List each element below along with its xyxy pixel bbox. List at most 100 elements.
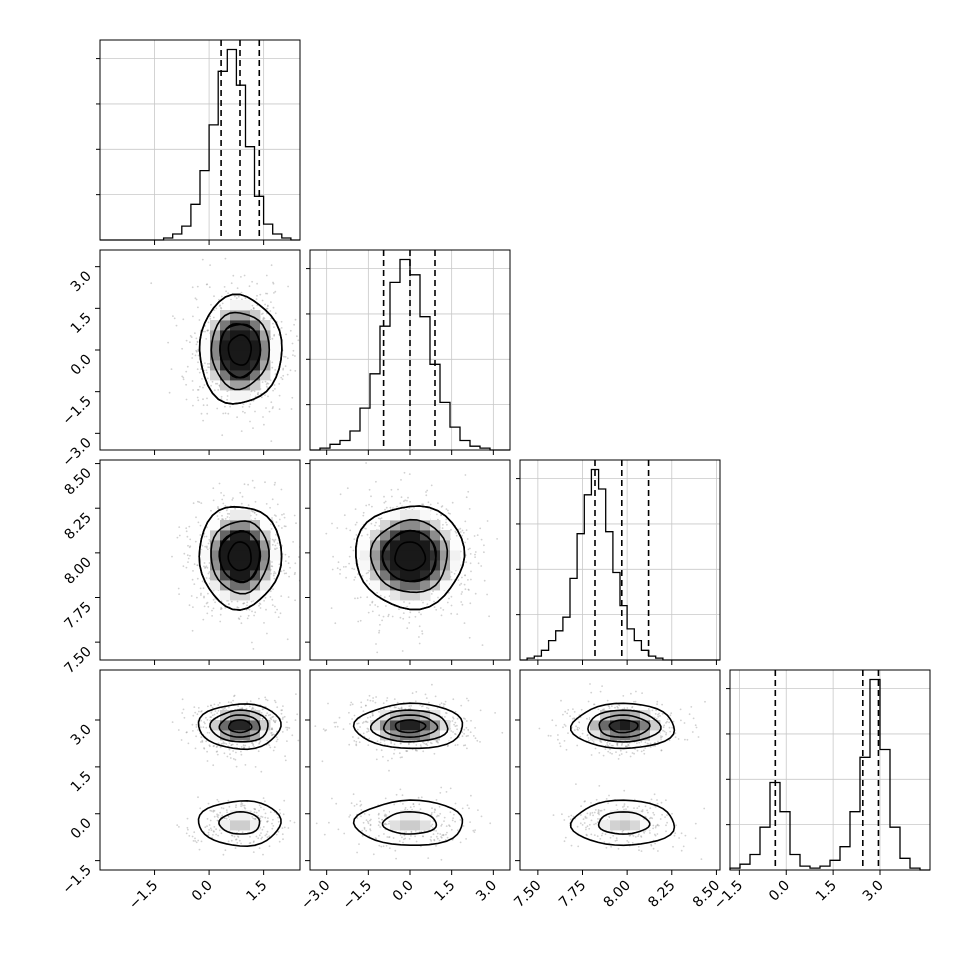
scatter-point: [280, 595, 283, 597]
scatter-point: [176, 824, 179, 826]
scatter-point: [361, 835, 364, 837]
scatter-point: [223, 742, 226, 745]
scatter-point: [207, 572, 210, 575]
contour-line: [218, 810, 261, 835]
scatter-point: [365, 572, 368, 575]
scatter-point: [282, 367, 285, 370]
scatter-point: [231, 499, 234, 501]
scatter-point: [450, 571, 453, 573]
scatter-point: [388, 822, 390, 825]
scatter-point: [379, 594, 382, 597]
density-cell: [260, 720, 271, 731]
scatter-point: [224, 817, 226, 820]
scatter-point: [200, 736, 203, 739]
scatter-point: [272, 719, 275, 722]
scatter-point: [403, 500, 405, 503]
scatter-point: [460, 601, 463, 603]
density-cell: [230, 720, 241, 731]
scatter-point: [200, 840, 203, 843]
scatter-point: [207, 705, 209, 708]
scatter-point: [189, 545, 192, 548]
scatter-point: [391, 615, 394, 618]
scatter-point: [367, 744, 370, 746]
scatter-point: [195, 349, 198, 352]
scatter-point: [637, 833, 640, 836]
scatter-point: [258, 697, 260, 700]
scatter-point: [295, 693, 297, 695]
scatter-point: [257, 750, 260, 753]
scatter-point: [368, 737, 371, 740]
scatter-point: [659, 715, 661, 717]
scatter-point: [451, 501, 454, 504]
scatter-point: [271, 728, 274, 731]
scatter-point: [481, 644, 484, 646]
scatter-point: [240, 746, 243, 748]
scatter-point: [192, 502, 195, 505]
scatter-point: [263, 599, 265, 602]
scatter-point: [279, 612, 282, 615]
scatter-point: [606, 742, 608, 744]
scatter-point: [194, 711, 197, 714]
scatter-point: [282, 838, 284, 841]
scatter-point: [268, 845, 271, 848]
scatter-point: [227, 412, 230, 415]
scatter-point: [578, 721, 580, 724]
scatter-point: [268, 835, 271, 838]
scatter-point: [400, 707, 403, 710]
scatter-point: [331, 522, 333, 525]
scatter-point: [388, 836, 391, 838]
scatter-point: [220, 492, 223, 494]
scatter-point: [271, 734, 273, 737]
scatter-point: [206, 719, 209, 721]
scatter-point: [365, 504, 368, 507]
scatter-point: [250, 390, 253, 393]
density-cell: [390, 810, 401, 821]
scatter-point: [461, 591, 463, 593]
scatter-point: [638, 741, 641, 744]
scatter-point: [181, 347, 184, 350]
joint-panel-3-2: [519, 669, 721, 871]
scatter-point: [206, 566, 209, 569]
scatter-point: [212, 809, 215, 812]
scatter-point: [234, 507, 237, 510]
scatter-point: [441, 823, 443, 826]
scatter-point: [274, 611, 277, 614]
scatter-point: [226, 512, 229, 515]
scatter-point: [427, 707, 430, 710]
density-cell: [360, 550, 371, 561]
scatter-point: [260, 313, 263, 315]
scatter-point: [269, 811, 272, 814]
scatter-point: [272, 406, 274, 408]
scatter-point: [195, 298, 198, 301]
scatter-point: [433, 839, 436, 842]
scatter-point: [444, 839, 447, 841]
scatter-point: [479, 709, 482, 712]
scatter-point: [267, 820, 269, 823]
scatter-point: [366, 721, 369, 724]
scatter-point: [384, 822, 387, 825]
scatter-point: [191, 286, 194, 289]
scatter-point: [288, 555, 290, 558]
scatter-point: [378, 835, 380, 837]
scatter-point: [270, 317, 272, 320]
density-cell: [260, 370, 271, 381]
scatter-point: [213, 830, 215, 833]
scatter-point: [607, 750, 610, 753]
scatter-point: [399, 502, 402, 505]
scatter-point: [220, 398, 223, 400]
scatter-point: [252, 817, 255, 820]
scatter-point: [402, 841, 404, 844]
density-cell: [220, 590, 231, 601]
density-cell: [220, 340, 231, 351]
scatter-point: [187, 557, 190, 560]
scatter-point: [281, 513, 283, 516]
scatter-point: [176, 536, 179, 539]
scatter-point: [267, 714, 270, 717]
density-cell: [270, 350, 281, 361]
scatter-point: [187, 561, 189, 563]
density-cell: [250, 340, 261, 351]
scatter-point: [268, 744, 271, 747]
scatter-point: [206, 750, 209, 753]
density-cell: [430, 710, 441, 721]
scatter-point: [409, 611, 412, 614]
